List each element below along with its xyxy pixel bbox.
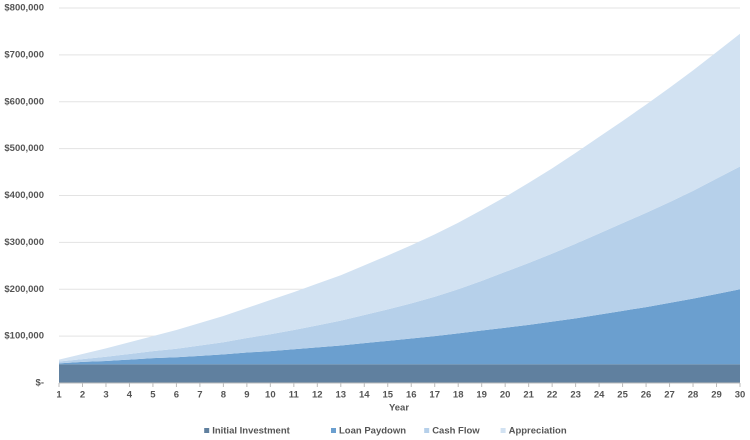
y-tick-label: $- xyxy=(36,378,44,389)
x-tick-label: 5 xyxy=(150,390,156,401)
legend-label: Appreciation xyxy=(509,426,567,437)
legend-label: Cash Flow xyxy=(432,426,480,437)
legend-swatch xyxy=(500,428,506,433)
x-tick-label: 29 xyxy=(711,390,722,401)
x-tick-label: 2 xyxy=(80,390,85,401)
area xyxy=(59,33,740,362)
area xyxy=(59,166,740,364)
x-tick-label: 20 xyxy=(500,390,511,401)
y-tick-label: $400,000 xyxy=(4,190,44,201)
x-tick-label: 16 xyxy=(406,390,417,401)
x-tick-label: 25 xyxy=(617,390,628,401)
x-tick-label: 4 xyxy=(127,390,133,401)
y-tick-label: $800,000 xyxy=(4,3,44,14)
area xyxy=(59,289,740,365)
area xyxy=(59,364,740,383)
y-tick-label: $700,000 xyxy=(4,49,44,60)
x-tick-label: 1 xyxy=(56,390,62,401)
x-tick-label: 11 xyxy=(289,390,300,401)
y-tick-label: $100,000 xyxy=(4,331,44,342)
x-tick-label: 23 xyxy=(570,390,581,401)
x-tick-label: 14 xyxy=(359,390,370,401)
x-tick-label: 30 xyxy=(735,390,746,401)
x-tick-label: 26 xyxy=(641,390,652,401)
x-tick-label: 10 xyxy=(265,390,276,401)
x-tick-label: 28 xyxy=(688,390,699,401)
x-tick-label: 22 xyxy=(547,390,558,401)
legend-swatch xyxy=(204,428,210,433)
x-tick-label: 8 xyxy=(221,390,226,401)
x-tick-label: 17 xyxy=(429,390,440,401)
x-tick-label: 18 xyxy=(453,390,464,401)
x-tick-label: 21 xyxy=(523,390,534,401)
y-tick-label: $200,000 xyxy=(4,284,44,295)
legend-swatch xyxy=(331,428,336,433)
y-tick-label: $600,000 xyxy=(4,96,44,107)
legend-label: Initial Investment xyxy=(212,426,290,437)
x-tick-label: 27 xyxy=(664,390,675,401)
x-tick-label: 12 xyxy=(312,390,323,401)
x-tick-label: 15 xyxy=(382,390,393,401)
x-tick-label: 6 xyxy=(174,390,179,401)
x-tick-label: 13 xyxy=(336,390,347,401)
x-tick-label: 9 xyxy=(244,390,249,401)
x-tick-label: 3 xyxy=(103,390,108,401)
x-tick-label: 19 xyxy=(476,390,487,401)
legend-label: Loan Paydown xyxy=(339,426,406,437)
x-tick-label: 7 xyxy=(197,390,202,401)
x-axis-label: Year xyxy=(389,403,409,414)
x-tick-label: 24 xyxy=(594,390,605,401)
legend-swatch xyxy=(424,428,430,433)
y-tick-label: $500,000 xyxy=(4,143,44,154)
y-tick-label: $300,000 xyxy=(4,237,44,248)
